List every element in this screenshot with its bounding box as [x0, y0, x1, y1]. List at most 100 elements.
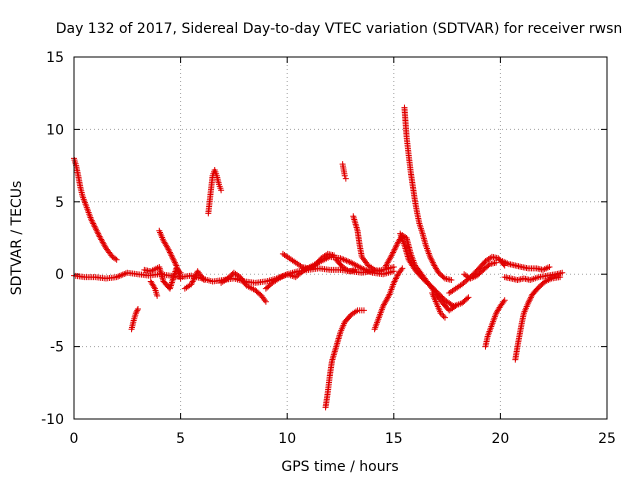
data-point	[440, 313, 447, 320]
y-tick-labels: -10 -5 0 5 10 15	[41, 50, 64, 428]
data-point	[439, 311, 446, 318]
data-point	[191, 275, 198, 282]
y-tick-label: 10	[46, 122, 64, 138]
data-point	[390, 279, 397, 286]
data-point	[427, 253, 434, 260]
y-tick-label: 15	[46, 50, 64, 66]
data-point	[168, 252, 175, 259]
data-point	[134, 305, 141, 312]
data-point	[493, 259, 500, 266]
data-point	[391, 246, 398, 253]
y-tick-label: 5	[55, 195, 64, 211]
data-point	[94, 229, 101, 236]
data-point	[262, 298, 269, 305]
data-point	[559, 269, 566, 276]
data-point	[92, 224, 99, 231]
data-point	[429, 258, 436, 265]
data-point	[392, 276, 399, 283]
data-point	[91, 223, 98, 230]
data-point	[429, 259, 436, 266]
data-point	[169, 253, 176, 260]
chart-title: Day 132 of 2017, Sidereal Day-to-day VTE…	[56, 21, 623, 37]
data-point	[525, 298, 532, 305]
y-tick-label: 0	[55, 267, 64, 283]
data-point	[341, 172, 348, 179]
data-point	[93, 226, 100, 233]
data-point	[393, 274, 400, 281]
data-point	[192, 272, 199, 279]
data-point	[154, 292, 161, 299]
data-point	[166, 249, 173, 256]
data-points	[71, 104, 566, 411]
data-point	[527, 295, 534, 302]
data-point	[527, 294, 534, 301]
data-point	[388, 252, 395, 259]
data-point	[299, 268, 306, 275]
data-point	[166, 248, 173, 255]
data-point	[201, 276, 208, 283]
data-point	[89, 219, 96, 226]
plot-frame	[73, 56, 608, 420]
data-point	[385, 292, 392, 299]
data-point	[500, 298, 507, 305]
data-point	[342, 175, 349, 182]
data-point	[392, 243, 399, 250]
x-tick-label: 10	[278, 431, 296, 447]
data-point	[441, 314, 448, 321]
data-point	[90, 220, 97, 227]
data-point	[364, 261, 371, 268]
x-tick-label: 25	[598, 431, 616, 447]
data-point	[199, 275, 206, 282]
data-point	[191, 274, 198, 281]
x-tick-label: 15	[385, 431, 403, 447]
data-point	[465, 294, 472, 301]
data-point	[134, 307, 141, 314]
data-point	[171, 258, 178, 265]
data-point	[170, 256, 177, 263]
data-point	[165, 246, 172, 253]
data-point	[113, 256, 120, 263]
data-point	[112, 255, 119, 262]
data-point	[360, 307, 367, 314]
data-point	[543, 265, 550, 272]
x-tick-label: 20	[491, 431, 509, 447]
data-point	[525, 300, 532, 307]
data-point	[389, 250, 396, 257]
data-point	[167, 250, 174, 257]
data-point	[526, 297, 533, 304]
grid-lines	[74, 57, 607, 419]
data-point	[188, 279, 195, 286]
data-point	[188, 281, 195, 288]
data-point	[352, 266, 359, 273]
data-point	[448, 276, 455, 283]
data-point	[399, 265, 406, 272]
data-point	[437, 310, 444, 317]
axis-ticks	[73, 56, 608, 420]
data-point	[90, 221, 97, 228]
data-point	[546, 263, 553, 270]
data-point	[95, 230, 102, 237]
data-point	[132, 310, 139, 317]
x-tick-labels: 0 5 10 15 20 25	[70, 431, 616, 447]
data-point	[393, 242, 400, 249]
data-point	[557, 274, 564, 281]
data-point	[189, 278, 196, 285]
data-point	[392, 275, 399, 282]
data-point	[151, 284, 158, 291]
data-point	[88, 216, 95, 223]
data-point	[218, 187, 225, 194]
data-point	[390, 248, 397, 255]
data-point	[331, 252, 338, 259]
data-point	[390, 249, 397, 256]
x-tick-label: 0	[70, 431, 79, 447]
y-tick-label: -10	[41, 412, 64, 428]
x-axis-label: GPS time / hours	[281, 459, 398, 475]
data-point	[392, 245, 399, 252]
data-point	[427, 255, 434, 262]
data-point	[452, 303, 459, 310]
data-point	[378, 268, 385, 275]
data-point	[169, 255, 176, 262]
data-point	[398, 266, 405, 273]
data-point	[391, 278, 398, 285]
